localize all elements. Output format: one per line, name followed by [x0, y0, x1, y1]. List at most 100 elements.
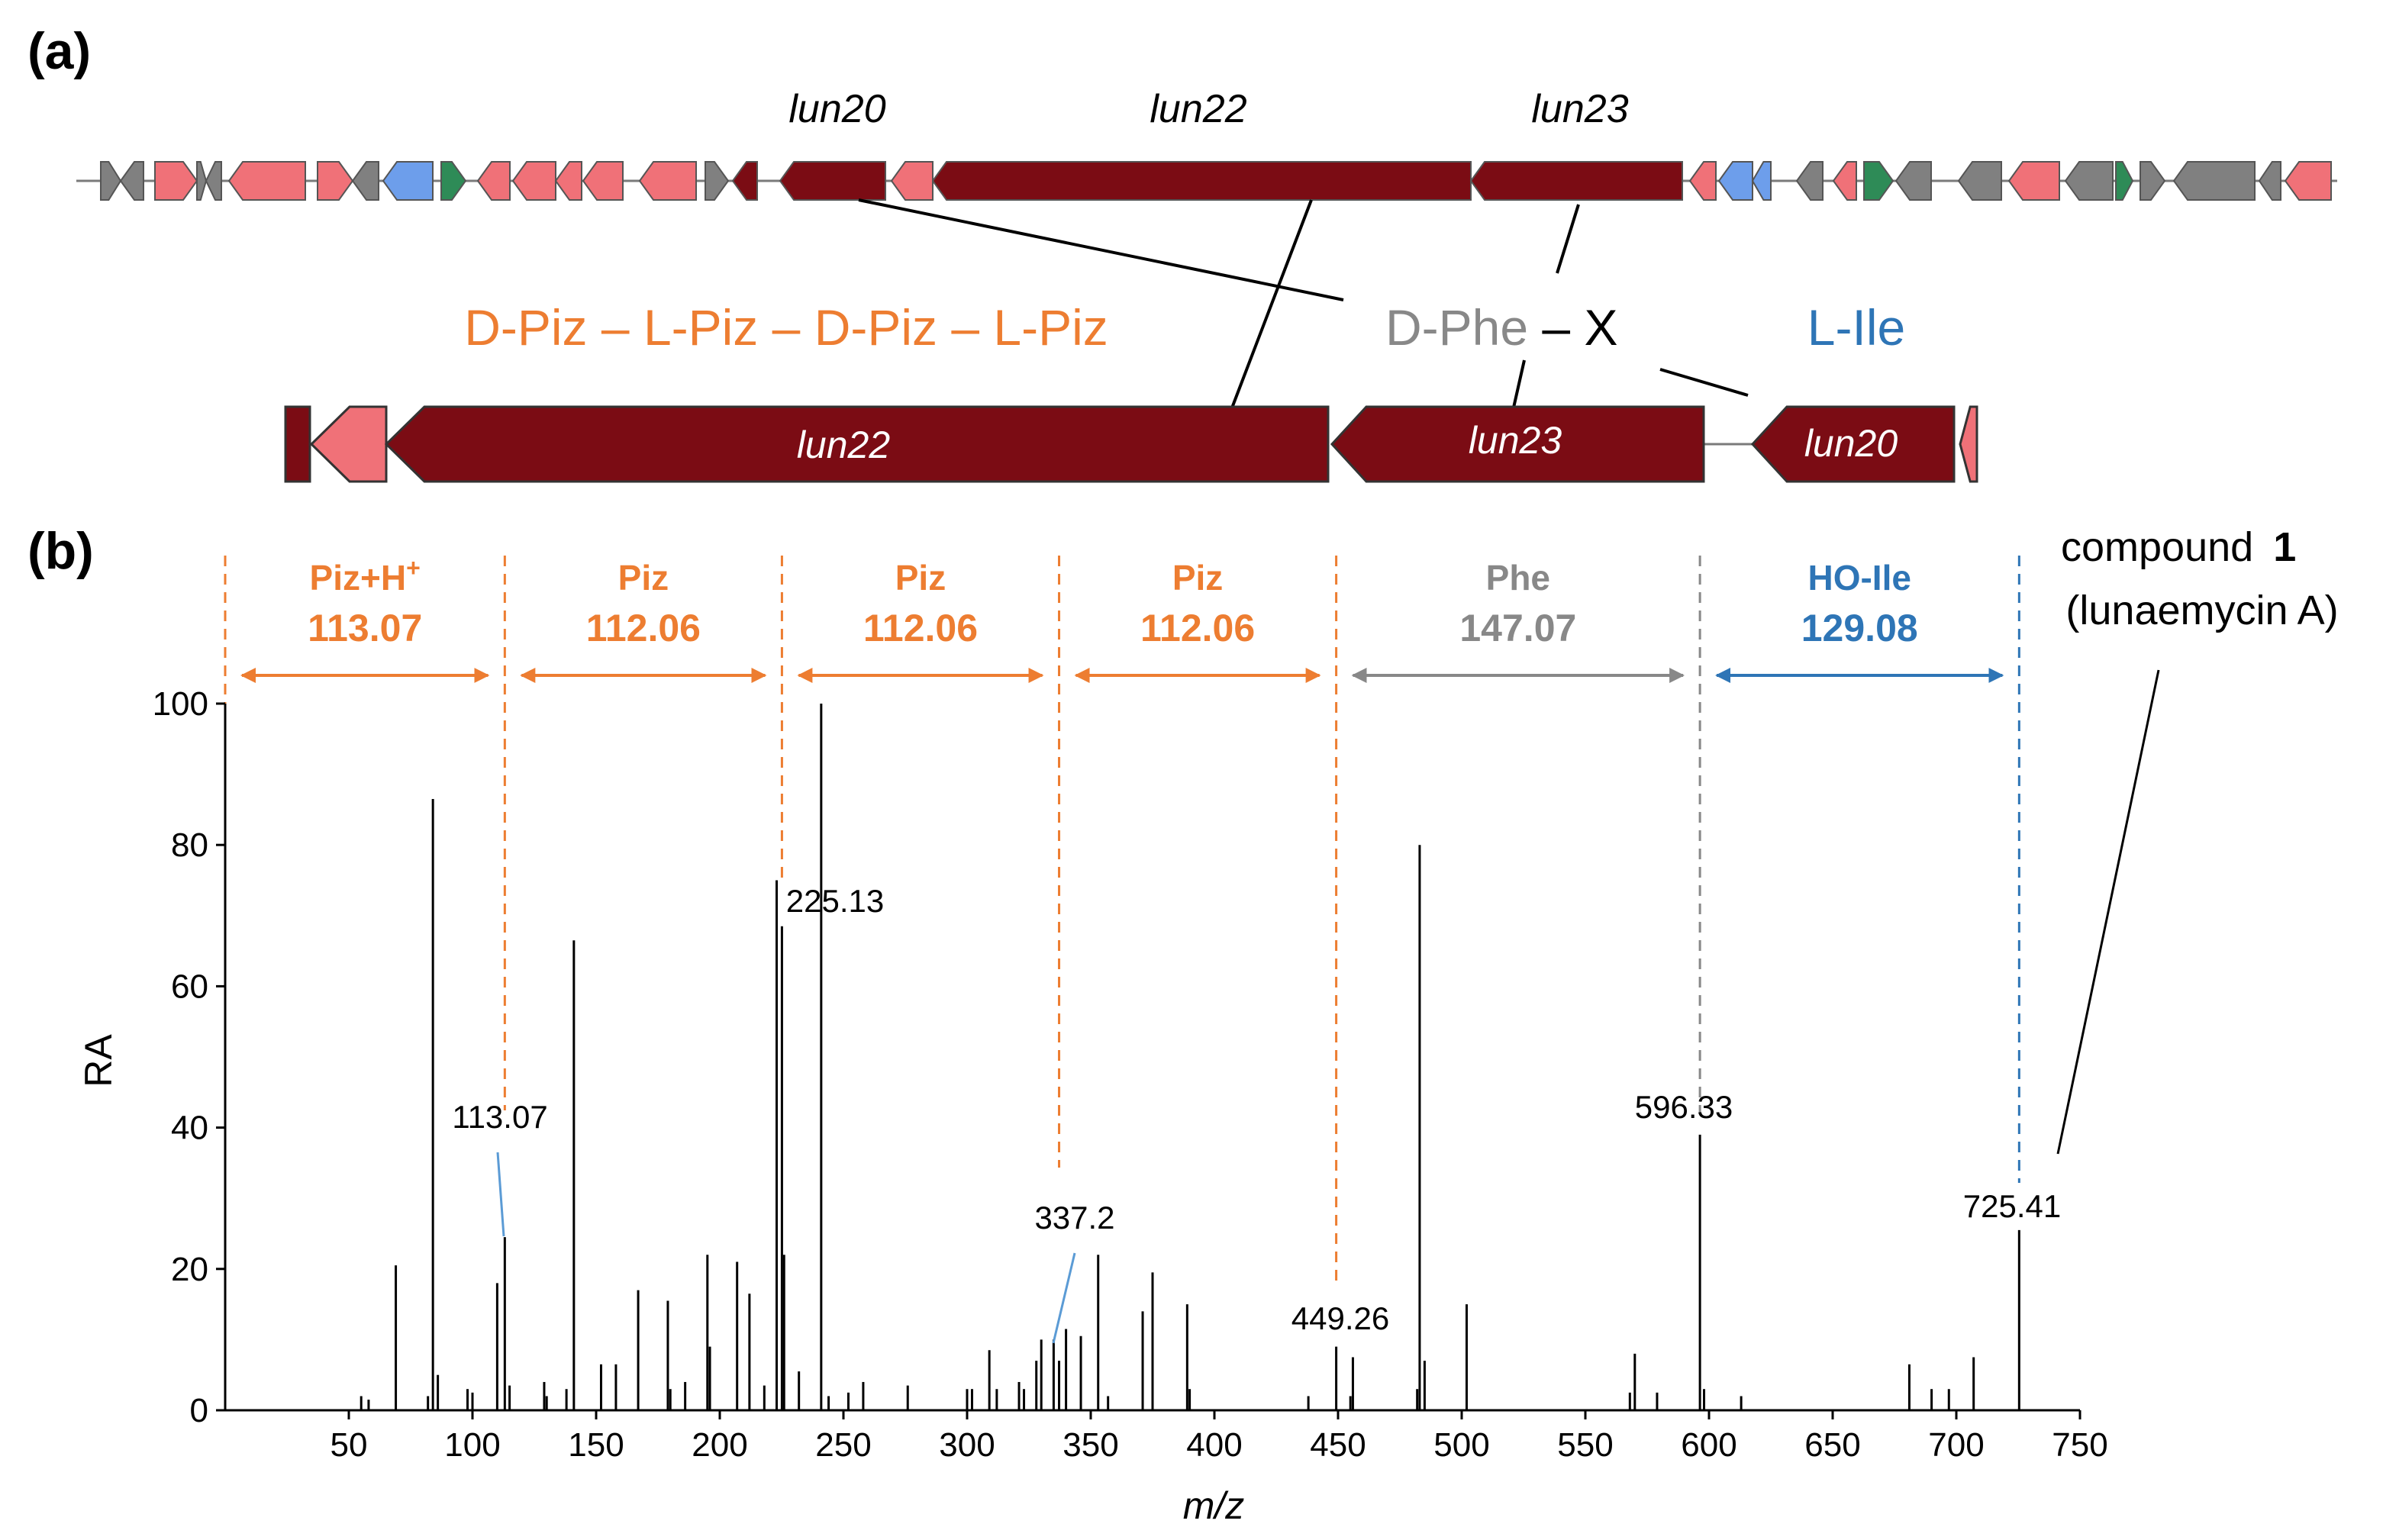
- gene-arrow: [931, 161, 1472, 201]
- connector-lun23-line: [1556, 204, 1580, 274]
- gene-arrow: [582, 161, 624, 201]
- gene-arrow: [1957, 161, 2002, 201]
- gene-arrow: [100, 161, 122, 201]
- y-tick-label: 40: [171, 1110, 208, 1147]
- zoom-gene-arrow: [1750, 405, 1956, 483]
- gene-arrow: [2007, 161, 2060, 201]
- leader-line-113: [496, 1152, 505, 1237]
- connector-lun20-line: [858, 198, 1344, 301]
- gene-arrow: [2258, 161, 2281, 201]
- gene-arrow: [1717, 161, 1753, 201]
- x-tick-label: 600: [1681, 1426, 1736, 1464]
- x-axis-label: m/z: [1183, 1484, 1245, 1527]
- fragment-name: Piz: [618, 558, 669, 598]
- gene-arrow: [731, 161, 758, 201]
- gene-arrow: [638, 161, 697, 201]
- x-tick-label: 150: [568, 1426, 624, 1464]
- fragment-lines: [224, 556, 2020, 1410]
- x-tick-label: 300: [939, 1426, 995, 1464]
- gene-arrow: [382, 161, 434, 201]
- x-tick-label: 550: [1557, 1426, 1613, 1464]
- gene-label-lun22: lun22: [1150, 87, 1246, 131]
- gene-arrow: [2172, 161, 2256, 201]
- connector-lun22-line: [1227, 199, 1313, 417]
- fragment-name-base: Piz+H: [310, 558, 407, 598]
- peak-label: 113.07: [452, 1099, 547, 1135]
- x-tick-label: 750: [2052, 1426, 2107, 1464]
- fragment-name-sup: +: [406, 554, 421, 582]
- gene-arrow: [196, 161, 208, 201]
- gene-arrow: [440, 161, 467, 201]
- x-tick-label: 250: [815, 1426, 871, 1464]
- fragment-mass: 112.06: [586, 607, 701, 649]
- gene-arrow: [1832, 161, 1857, 201]
- zoom-gene-arrow: [384, 405, 1330, 483]
- x-tick-label: 50: [331, 1426, 368, 1464]
- compound-label-text: compound: [2061, 524, 2253, 570]
- gene-arrow: [227, 161, 306, 201]
- residue-phe-text: D-Phe – X: [1385, 299, 1618, 356]
- y-tick-label: 0: [190, 1392, 208, 1429]
- zoom-gene-label-lun20: lun20: [1804, 422, 1898, 465]
- leader-line-337: [1052, 1252, 1076, 1344]
- x-tick-label: 100: [444, 1426, 500, 1464]
- panel-a-label: (a): [27, 22, 91, 80]
- connector-lun23-line: [1512, 359, 1526, 408]
- gene-arrow: [705, 161, 730, 201]
- x-tick-label: 500: [1433, 1426, 1489, 1464]
- residue-ile-text: L-Ile: [1807, 299, 1905, 356]
- zoom-gene-arrow: [1959, 405, 1978, 483]
- fragment-mass: 147.07: [1459, 607, 1576, 649]
- x-tick-label: 400: [1186, 1426, 1242, 1464]
- residue-dash: –: [1528, 299, 1584, 356]
- gene-arrow: [2115, 161, 2134, 201]
- zoom-gene-arrow: [284, 405, 311, 483]
- gene-arrow: [1894, 161, 1932, 201]
- piz-residues-text: D-Piz – L-Piz – D-Piz – L-Piz: [464, 299, 1108, 356]
- x-tick-label: 700: [1928, 1426, 1984, 1464]
- fragment-mass: 129.08: [1801, 607, 1918, 649]
- gene-arrow: [1688, 161, 1717, 201]
- gene-cluster: [100, 161, 2332, 201]
- y-axis-label: RA: [77, 1034, 120, 1087]
- gene-arrow: [1751, 161, 1772, 201]
- x-tick-label: 450: [1310, 1426, 1366, 1464]
- peaks: [360, 704, 2020, 1410]
- zoom-gene-arrow: [309, 405, 388, 483]
- gene-arrow: [2284, 161, 2332, 201]
- peak-label: 225.13: [786, 883, 884, 919]
- zoomed-genes: [284, 405, 1978, 483]
- compound-name: (lunaemycin A): [2065, 588, 2338, 633]
- gene-arrow: [351, 161, 379, 201]
- x-tick-label: 650: [1804, 1426, 1860, 1464]
- fragment-annotations: Piz+H+113.07Piz112.06Piz112.06Piz112.06P…: [240, 554, 2004, 683]
- gene-arrow: [205, 161, 222, 201]
- fragment-mass: 113.07: [308, 607, 422, 649]
- gene-arrow: [554, 161, 582, 201]
- fragment-mass: 112.06: [1140, 607, 1255, 649]
- gene-arrow: [2064, 161, 2114, 201]
- y-tick-label: 60: [171, 968, 208, 1005]
- y-tick-label: 80: [171, 826, 208, 864]
- zoom-gene-arrow: [1330, 405, 1705, 483]
- gene-arrow: [1469, 161, 1683, 201]
- x-tick-label: 200: [692, 1426, 747, 1464]
- gene-arrow: [119, 161, 144, 201]
- y-tick-label: 20: [171, 1251, 208, 1288]
- x-tick-label: 350: [1063, 1426, 1118, 1464]
- peak-label: 596.33: [1635, 1089, 1733, 1125]
- gene-arrow: [154, 161, 198, 201]
- compound-label: compound 1: [2061, 524, 2296, 570]
- fragment-name: Piz: [1172, 558, 1223, 598]
- gene-arrow: [1795, 161, 1824, 201]
- fragment-name: HO-Ile: [1807, 558, 1911, 598]
- gene-arrow: [317, 161, 354, 201]
- chart-axes: 50 100 150 200 250 300 350 400 450 500 550 600 650 70…: [153, 685, 2108, 1464]
- y-tick-label: 100: [153, 685, 208, 723]
- gene-label-lun20: lun20: [788, 87, 885, 131]
- panel-b-label: (b): [27, 522, 94, 580]
- gene-arrow: [779, 161, 886, 201]
- gene-arrow: [476, 161, 511, 201]
- fragment-name: Piz: [895, 558, 946, 598]
